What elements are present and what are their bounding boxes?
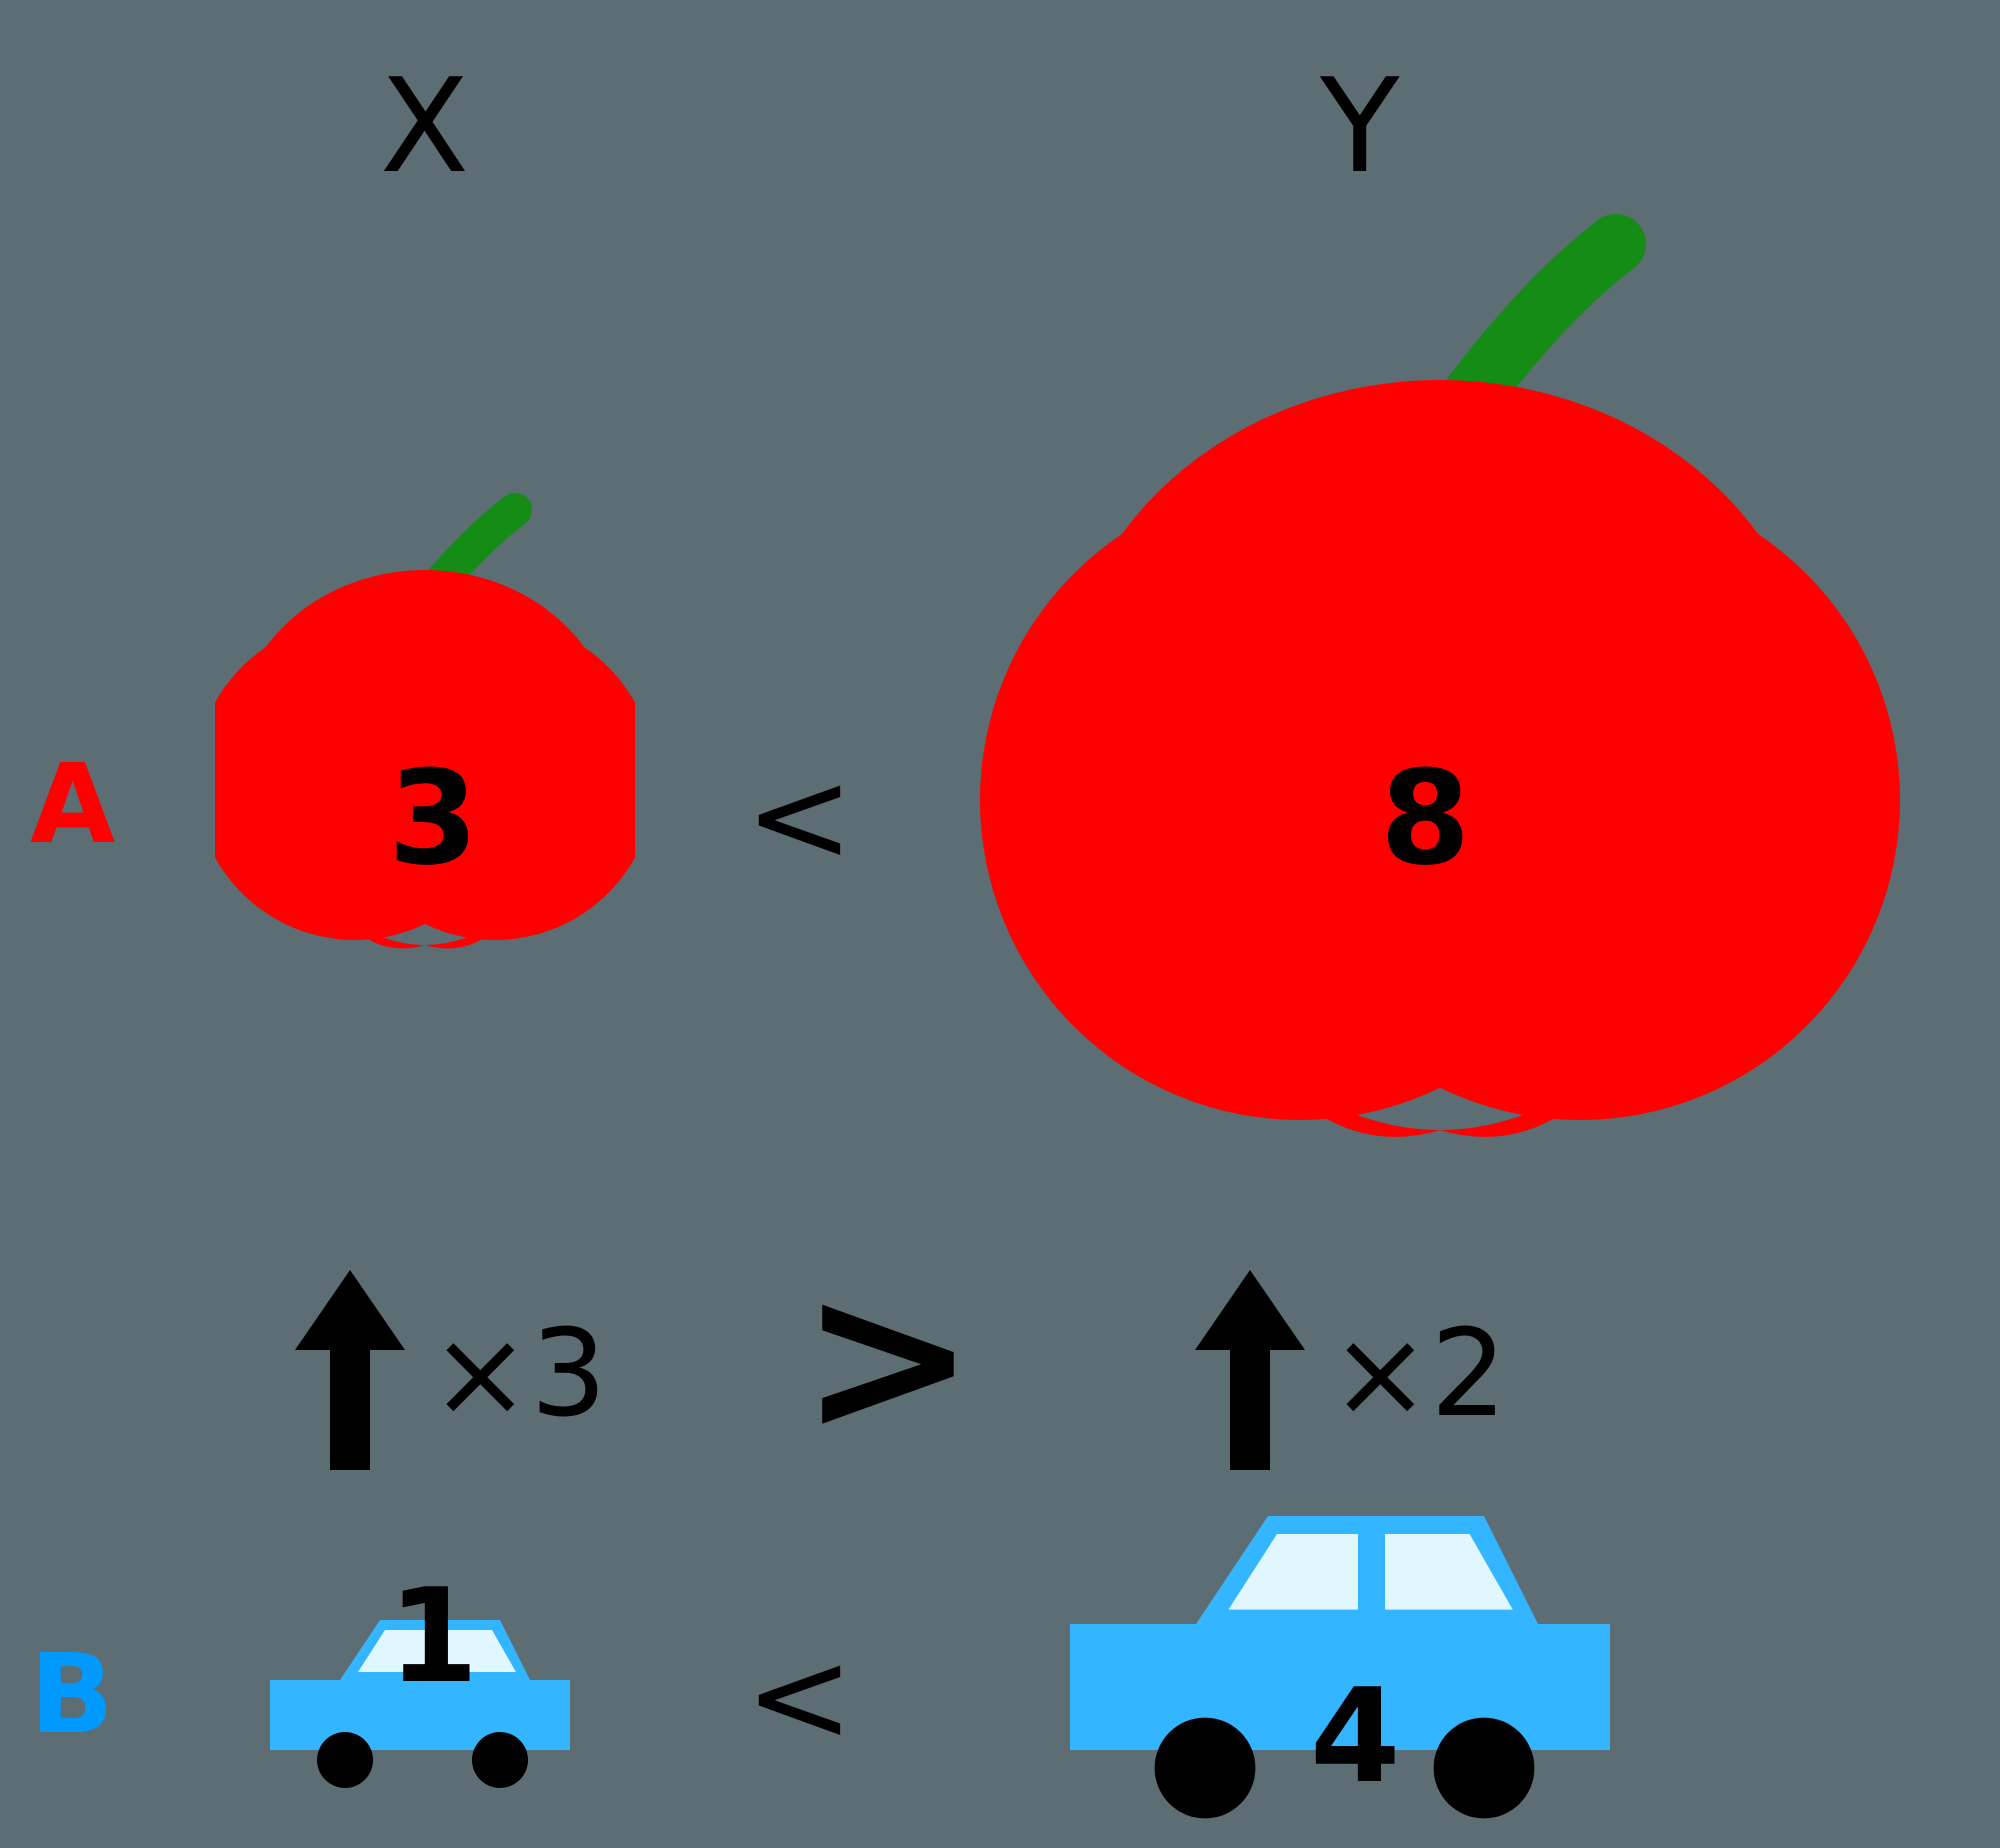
cell-b-x-value: 1: [388, 1560, 478, 1712]
cell-a-y-value: 8: [1380, 742, 1470, 894]
column-x-header: X: [380, 50, 469, 202]
apple-icon: [940, 200, 1940, 1264]
column-y-header: Y: [1320, 50, 1399, 202]
arrow-up-icon: [1190, 1270, 1310, 1474]
multiplier-comparator: >: [800, 1235, 976, 1480]
diagram-canvas: X Y A B 3 < 8: [0, 0, 2000, 1848]
row-a-label: A: [30, 740, 115, 868]
multiplier-left: ×3: [430, 1305, 607, 1444]
arrow-up-icon: [290, 1270, 410, 1474]
cell-a-x-value: 3: [388, 742, 478, 894]
row-a-comparator: <: [745, 740, 854, 892]
row-b-comparator: <: [745, 1620, 854, 1772]
cell-b-y-value: 4: [1310, 1660, 1400, 1812]
row-b-label: B: [30, 1630, 114, 1758]
multiplier-right: ×2: [1330, 1305, 1507, 1444]
